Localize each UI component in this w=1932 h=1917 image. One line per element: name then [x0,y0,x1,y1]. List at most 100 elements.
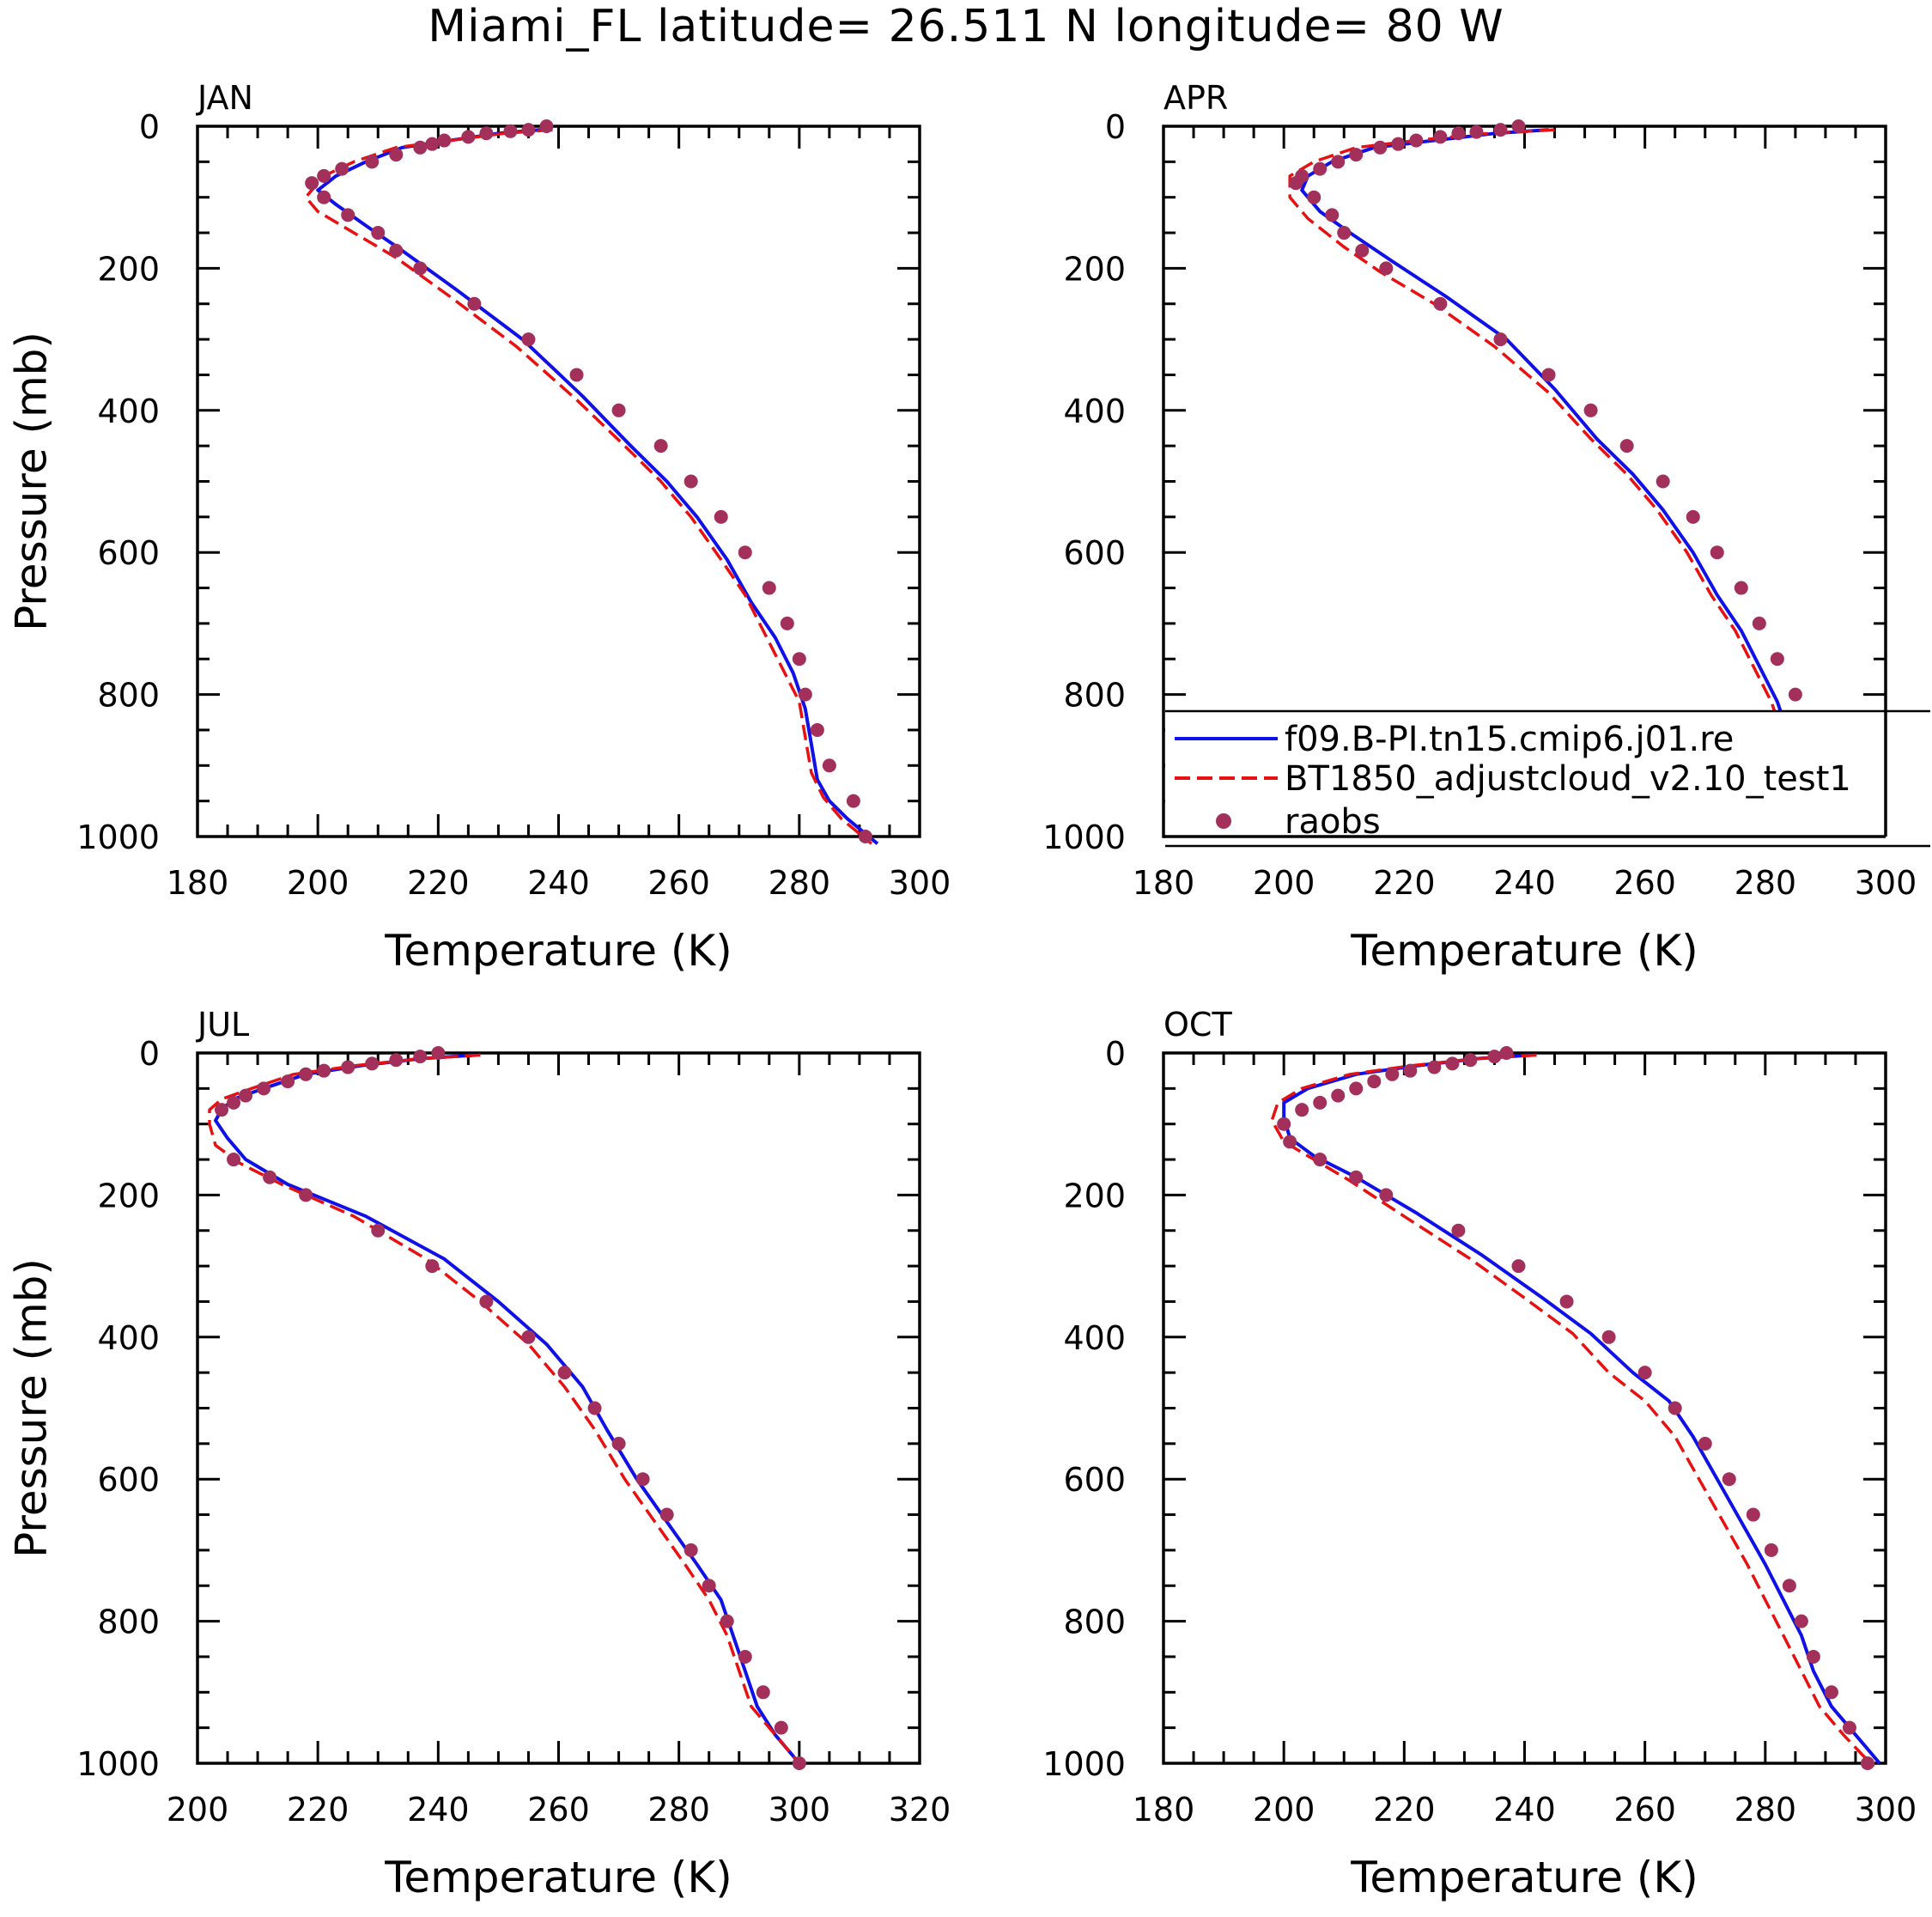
series-line-dashed [208,1053,807,1772]
raobs-point [1698,1436,1712,1451]
raobs-point [1511,1259,1526,1274]
x-tick-label: 240 [407,1791,470,1829]
raobs-point [413,261,428,276]
raobs-point [738,1649,752,1664]
y-tick-label: 0 [1105,1035,1126,1073]
raobs-point [1451,1223,1466,1238]
x-tick-label: 220 [1373,1791,1436,1829]
raobs-point [239,1088,253,1103]
x-tick-label: 200 [167,1791,229,1829]
x-tick-label: 240 [527,864,590,902]
x-tick-label: 180 [167,864,229,902]
raobs-point [762,581,776,595]
raobs-point [1722,1472,1736,1487]
series-line-solid [316,128,879,845]
raobs-point [389,243,404,258]
raobs-point [389,148,404,162]
x-tick-label: 320 [889,1791,951,1829]
x-axis-label: Temperature (K) [384,1853,732,1902]
x-tick-label: 260 [1613,864,1676,902]
raobs-point [1764,1543,1778,1557]
raobs-point [780,616,794,630]
x-axis-label: Temperature (K) [1350,1853,1698,1902]
raobs-point [611,403,626,417]
raobs-point [1295,1103,1309,1117]
y-tick-label: 400 [1063,1319,1126,1357]
raobs-point [1289,176,1303,191]
raobs-point [1487,1050,1502,1064]
raobs-point [1463,1053,1478,1068]
raobs-point [653,439,668,453]
y-tick-label: 200 [1063,250,1126,288]
panel-label: JUL [196,1006,249,1044]
series-line-dashed [304,128,873,845]
raobs-point [1824,1685,1838,1700]
x-tick-label: 280 [647,1791,710,1829]
raobs-point [341,208,355,222]
plot-frame [196,1051,921,1765]
raobs-point [1860,1756,1874,1770]
raobs-point [587,1401,602,1415]
raobs-point [1313,1095,1327,1110]
x-tick-label: 280 [769,864,831,902]
x-tick-label: 180 [1133,864,1195,902]
raobs-point [569,368,584,382]
y-tick-label: 600 [1063,1461,1126,1499]
raobs-point [389,1053,404,1068]
raobs-point [798,687,812,702]
raobs-point [756,1685,770,1700]
x-tick-label: 300 [1855,1791,1917,1829]
raobs-point [846,794,860,808]
y-tick-label: 400 [97,393,160,430]
raobs-point [1782,1579,1796,1593]
raobs-point [792,1756,806,1770]
legend: f09.B-PI.tn15.cmip6.j01.reBT1850_adjustc… [1163,709,1930,848]
x-tick-label: 260 [1613,1791,1676,1829]
raobs-point [1493,123,1508,137]
raobs-point [299,1067,313,1081]
raobs-point [413,140,428,155]
raobs-point [1469,125,1484,139]
raobs-point [1385,1067,1400,1081]
raobs-point [503,124,518,138]
raobs-point [1794,1614,1808,1628]
raobs-point [1355,243,1370,258]
raobs-point [1583,403,1598,417]
raobs-point [1313,161,1327,176]
y-tick-label: 1000 [76,819,160,856]
raobs-point [371,1223,386,1238]
raobs-point [822,758,836,773]
series-line-dashed [1270,1053,1875,1768]
y-tick-label: 200 [97,250,160,288]
raobs-point [720,1614,734,1628]
raobs-point [1559,1294,1574,1309]
y-tick-label: 0 [139,1035,160,1073]
y-tick-label: 0 [1105,108,1126,146]
raobs-point [335,161,349,176]
raobs-point [317,1063,331,1078]
y-axis-label: Pressure (mb) [7,1258,57,1558]
raobs-point [557,1366,572,1380]
raobs-point [437,133,452,148]
raobs-point [1637,1366,1652,1380]
raobs-point [257,1081,271,1096]
y-tick-label: 400 [97,1319,160,1357]
x-tick-label: 220 [1373,864,1436,902]
x-tick-label: 260 [647,864,710,902]
raobs-point [1313,1153,1327,1167]
raobs-point [1379,1188,1394,1202]
x-tick-label: 220 [407,864,470,902]
x-tick-label: 200 [1253,1791,1315,1829]
y-tick-label: 600 [97,534,160,572]
raobs-point [1752,616,1766,630]
raobs-point [1349,1170,1364,1184]
raobs-point [341,1060,355,1074]
y-tick-label: 400 [1063,393,1126,430]
y-tick-label: 200 [97,1177,160,1214]
x-tick-label: 280 [1735,864,1797,902]
x-tick-label: 240 [1493,1791,1556,1829]
